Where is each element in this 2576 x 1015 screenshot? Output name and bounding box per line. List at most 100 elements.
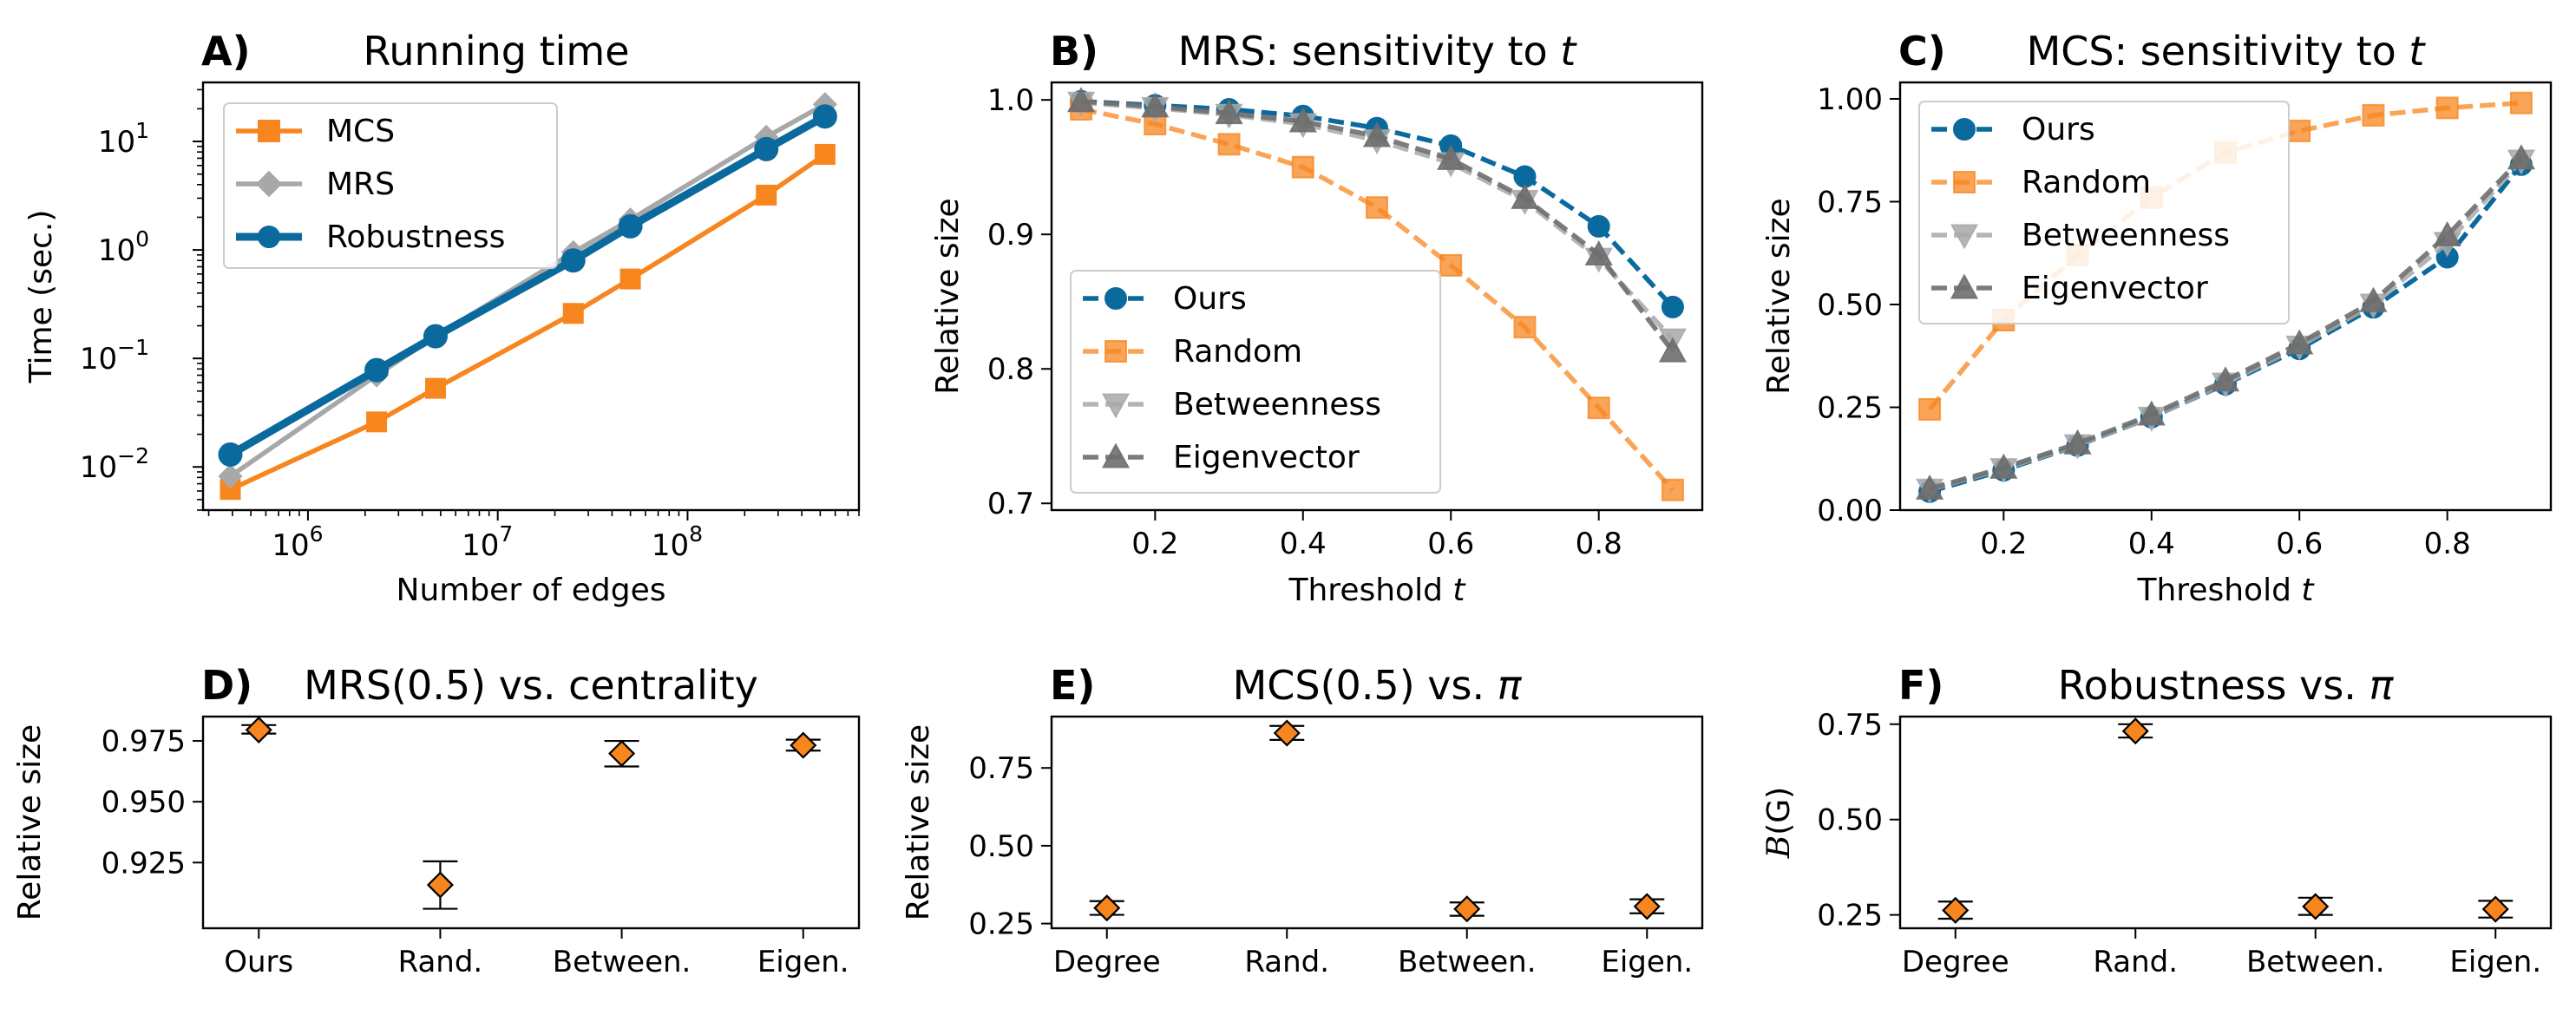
errorbar-point xyxy=(423,860,458,910)
data-point xyxy=(562,303,584,324)
data-point xyxy=(1658,337,1688,363)
y-tick-label: 10−1 xyxy=(80,335,149,377)
x-tick-label: Rand. xyxy=(398,945,483,979)
data-point xyxy=(1661,478,1684,501)
legend-item: Betweenness xyxy=(1931,218,2230,253)
legend-item: Random xyxy=(1931,165,2151,200)
y-tick-label: 0.50 xyxy=(968,829,1034,864)
x-tick-label: Eigen. xyxy=(757,945,849,979)
data-point xyxy=(424,377,446,399)
data-point xyxy=(2211,366,2240,392)
x-tick-label: Degree xyxy=(1902,945,2009,979)
data-point xyxy=(619,268,641,290)
data-point xyxy=(1453,895,1481,923)
panel-letter: C) xyxy=(1898,28,1946,75)
errorbar-point xyxy=(1089,894,1124,922)
legend: Ours Random Betweenness Eigenvector xyxy=(1918,101,2290,324)
y-tick-label: 0.75 xyxy=(1817,185,1883,219)
x-tick-label: 0.8 xyxy=(1576,527,1622,561)
errorbar-point xyxy=(604,739,639,768)
x-tick-label: 0.8 xyxy=(2424,527,2471,561)
y-tick-label: 0.50 xyxy=(1817,288,1883,323)
panel-title: Robustness vs. π xyxy=(2058,662,2395,709)
legend-label: Eigenvector xyxy=(1173,440,1360,475)
legend-item: Ours xyxy=(1083,281,1247,317)
y-tick-label: 0.75 xyxy=(1817,708,1883,743)
y-tick-label: 0.7 xyxy=(987,487,1034,521)
y-axis-label: Relative size xyxy=(901,724,936,920)
y-tick-label: 1.0 xyxy=(987,83,1034,118)
legend-marker xyxy=(1950,273,1979,299)
panel-f: 0.25 0.50 0.75 Degree Rand. Between. Eigen. F) R… xyxy=(1761,662,2553,979)
y-axis-label: Time (sec.) xyxy=(23,210,59,384)
data-point xyxy=(2435,96,2459,120)
y-axis-label: Relative size xyxy=(1761,198,1797,394)
x-axis-label: Number of edges xyxy=(397,573,666,608)
y-tick-label: 0.8 xyxy=(987,352,1034,387)
data-point xyxy=(812,104,837,129)
legend-marker xyxy=(255,170,283,198)
y-tick-label: 0.950 xyxy=(102,785,186,820)
x-tick-label: 0.4 xyxy=(2128,527,2175,561)
legend-item: MRS xyxy=(236,167,395,202)
y-tick-label: 0.975 xyxy=(102,724,186,759)
data-point xyxy=(2302,893,2330,920)
data-point xyxy=(245,716,272,743)
x-tick-label: Between. xyxy=(2246,945,2385,979)
data-point xyxy=(1093,894,1121,922)
legend-marker xyxy=(1950,224,1979,250)
data-point xyxy=(756,184,777,206)
legend-label: Betweenness xyxy=(2022,218,2230,253)
data-point xyxy=(1918,397,1942,421)
legend-marker xyxy=(1104,287,1127,310)
legend-label: Robustness xyxy=(326,219,505,255)
data-point xyxy=(1141,92,1170,118)
errorbar-point xyxy=(1629,893,1665,920)
x-tick-label: Ours xyxy=(224,945,293,979)
data-point xyxy=(1513,316,1537,339)
data-point xyxy=(790,731,817,759)
x-tick-label: 107 xyxy=(462,521,513,563)
legend-item: Robustness xyxy=(236,219,505,255)
data-point xyxy=(1217,133,1241,156)
legend-label: Random xyxy=(2022,165,2151,200)
legend-marker xyxy=(258,120,280,142)
x-tick-label: 106 xyxy=(272,521,323,563)
panel-c: 0.2 0.4 0.6 0.8 0.00 0.25 0.50 0.75 1.00 C) MCS: s… xyxy=(1761,28,2553,608)
data-point xyxy=(218,463,243,489)
y-tick-label: 0.9 xyxy=(987,218,1034,252)
data-point xyxy=(1439,253,1463,277)
legend: MCS MRS Robustness xyxy=(223,102,558,269)
y-tick-label: 0.25 xyxy=(968,907,1034,942)
x-tick-label: 0.2 xyxy=(1131,527,1178,561)
data-point xyxy=(1511,183,1539,209)
x-axis-label: Threshold t xyxy=(1288,573,1467,608)
x-tick-label: Between. xyxy=(553,945,692,979)
data-point xyxy=(1587,214,1610,238)
x-tick-label: Between. xyxy=(1398,945,1537,979)
panel-title: Running time xyxy=(363,28,629,75)
data-point xyxy=(1066,87,1096,113)
data-point xyxy=(2288,119,2311,142)
data-point xyxy=(2433,220,2461,246)
y-tick-label: 1.00 xyxy=(1817,82,1883,117)
y-tick-label: 10−2 xyxy=(80,443,149,485)
data-point xyxy=(2137,400,2166,426)
y-tick-label: 100 xyxy=(98,226,149,268)
x-tick-label: 0.6 xyxy=(1427,527,1474,561)
plot-frame xyxy=(1050,715,1704,930)
series-eigenvector xyxy=(1915,144,2536,500)
x-axis-label: Threshold t xyxy=(2137,573,2316,608)
legend-item: Eigenvector xyxy=(1083,440,1360,475)
legend-label: MRS xyxy=(326,167,395,202)
legend-marker xyxy=(1104,340,1127,363)
errorbar-point xyxy=(1269,719,1305,747)
x-tick-label: 0.4 xyxy=(1280,527,1327,561)
y-tick-label: 0.25 xyxy=(1817,390,1883,425)
data-point xyxy=(1661,295,1684,318)
panel-title: MRS(0.5) vs. centrality xyxy=(304,662,758,709)
data-point xyxy=(754,136,779,161)
data-point xyxy=(2359,286,2388,312)
legend-marker xyxy=(1101,393,1131,419)
data-point xyxy=(2121,717,2149,745)
